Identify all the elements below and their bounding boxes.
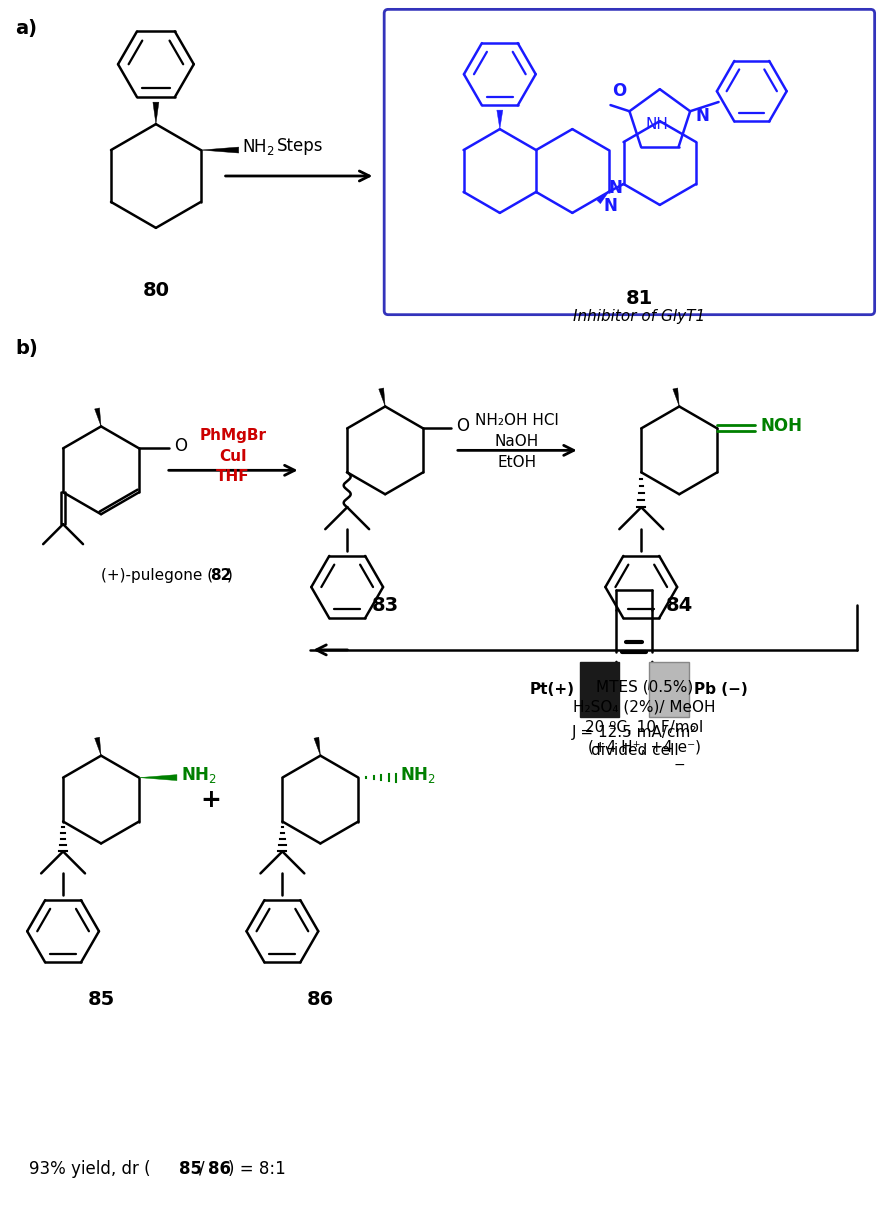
Text: N: N (609, 179, 622, 197)
Text: Pt(+): Pt(+) (530, 682, 575, 697)
Text: b): b) (15, 339, 38, 357)
Text: H₂SO₄ (2%)/ MeOH: H₂SO₄ (2%)/ MeOH (573, 700, 716, 714)
Polygon shape (673, 388, 679, 407)
Polygon shape (497, 111, 503, 129)
Bar (580, 662, 620, 717)
Text: J = 12.5 mA/cm²: J = 12.5 mA/cm² (572, 724, 697, 740)
Text: NH$_2$: NH$_2$ (241, 137, 274, 157)
Text: 83: 83 (371, 595, 399, 615)
Text: /: / (199, 1159, 204, 1177)
Text: MTES (0.5%): MTES (0.5%) (596, 680, 693, 695)
Polygon shape (95, 408, 101, 426)
Text: N: N (695, 107, 709, 125)
Text: PhMgBr: PhMgBr (199, 428, 266, 443)
Polygon shape (201, 147, 239, 153)
Text: NH$_2$: NH$_2$ (181, 764, 217, 785)
Text: NH: NH (645, 117, 668, 131)
Text: O: O (174, 437, 187, 456)
Text: NH₂OH HCl: NH₂OH HCl (475, 413, 559, 428)
Polygon shape (597, 192, 608, 204)
Text: ) = 8:1: ) = 8:1 (228, 1159, 286, 1177)
Text: EtOH: EtOH (497, 454, 537, 470)
Text: 82: 82 (210, 567, 231, 582)
Text: 20 ºC, 10 F/mol: 20 ºC, 10 F/mol (585, 719, 704, 735)
Text: Inhibitor of GlyT1: Inhibitor of GlyT1 (573, 309, 705, 324)
Text: Pb (−): Pb (−) (694, 682, 748, 697)
FancyBboxPatch shape (385, 10, 874, 315)
Text: +: + (201, 787, 221, 812)
Text: ): ) (226, 567, 232, 582)
Text: divided cell: divided cell (591, 742, 678, 758)
Text: −: − (674, 758, 685, 772)
Text: CuI: CuI (219, 448, 247, 464)
Text: Steps: Steps (278, 137, 324, 156)
Text: N: N (604, 197, 618, 215)
Text: a): a) (15, 19, 37, 39)
Text: (+4 H⁺, +4 e⁻): (+4 H⁺, +4 e⁻) (588, 740, 701, 755)
Text: NOH: NOH (760, 418, 802, 435)
Text: O: O (613, 83, 627, 100)
Text: O: O (456, 418, 469, 435)
Text: 80: 80 (142, 281, 170, 300)
Text: NH$_2$: NH$_2$ (400, 764, 436, 785)
Bar (650, 662, 690, 717)
Text: 85: 85 (179, 1159, 202, 1177)
Text: THF: THF (216, 469, 249, 484)
Polygon shape (139, 775, 177, 780)
Text: 85: 85 (88, 989, 115, 1008)
Polygon shape (378, 388, 385, 407)
Text: NaOH: NaOH (495, 434, 539, 448)
Text: 86: 86 (307, 989, 334, 1008)
Text: (+)-pulegone (: (+)-pulegone ( (101, 567, 213, 582)
Polygon shape (153, 102, 159, 124)
Text: 93% yield, dr (: 93% yield, dr ( (29, 1159, 151, 1177)
Polygon shape (95, 738, 101, 756)
Polygon shape (314, 738, 320, 756)
Text: 84: 84 (666, 595, 693, 615)
Text: 81: 81 (626, 289, 653, 309)
Text: 86: 86 (208, 1159, 231, 1177)
